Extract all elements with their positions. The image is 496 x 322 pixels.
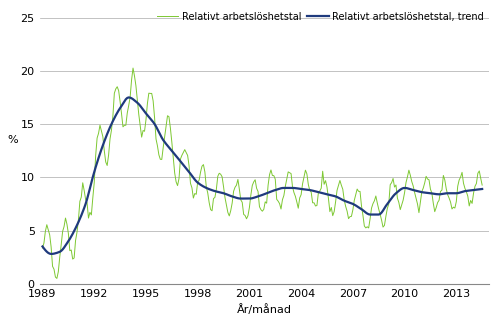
X-axis label: År/månad: År/månad <box>237 304 292 315</box>
Legend: Relativt arbetslöshetstal, Relativt arbetslöshetstal, trend: Relativt arbetslöshetstal, Relativt arbe… <box>157 12 484 22</box>
Y-axis label: %: % <box>7 135 17 145</box>
